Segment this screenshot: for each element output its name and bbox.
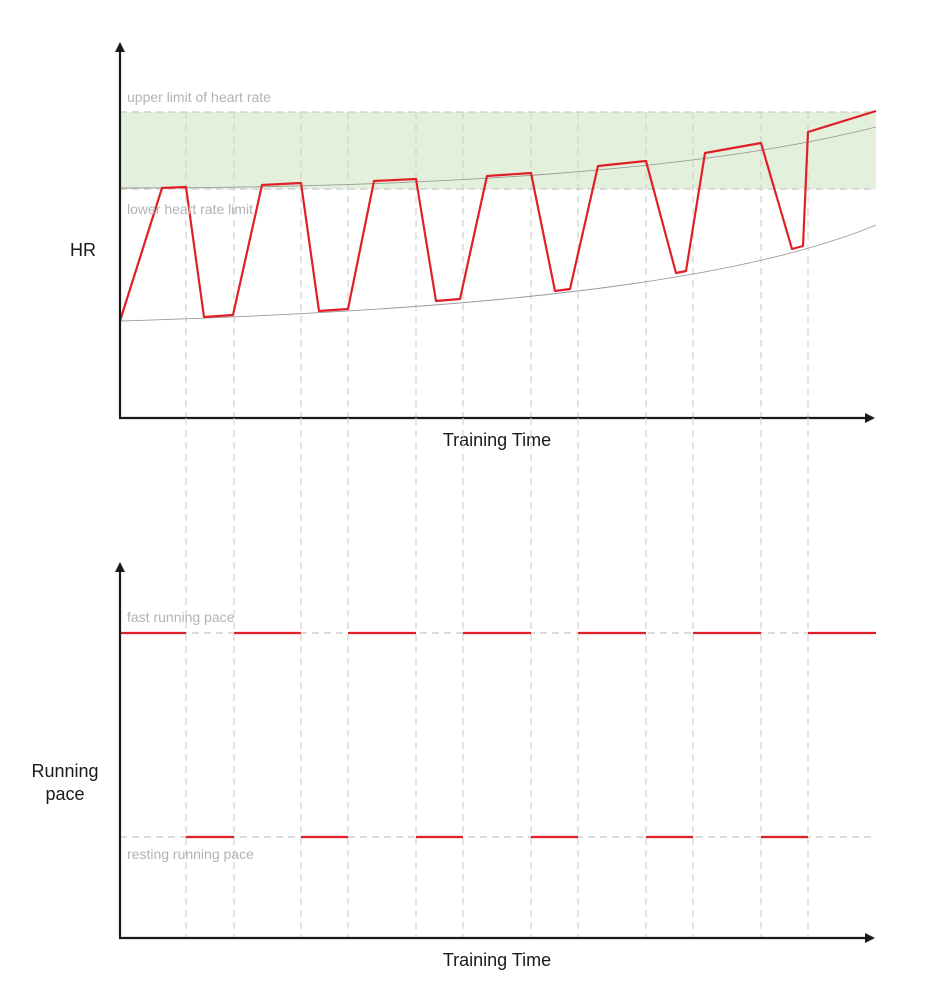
lower-trend-curve — [119, 224, 877, 322]
interval-guides-bottom — [185, 418, 809, 938]
pace-y-axis-title-line2: pace — [45, 784, 84, 804]
upper-trend-curve — [119, 126, 877, 189]
pace-chart: fast running pace resting running pace R… — [31, 418, 876, 970]
hr-y-axis-title: HR — [70, 240, 96, 260]
pace-y-axis-title-line1: Running — [31, 761, 98, 781]
pace-x-axis-title: Training Time — [443, 950, 551, 970]
upper-limit-label: upper limit of heart rate — [127, 89, 271, 105]
hr-chart: upper limit of heart rate lower heart ra… — [70, 42, 877, 450]
hr-x-axis-title: Training Time — [443, 430, 551, 450]
fast-pace-label: fast running pace — [127, 609, 235, 625]
heart-rate-line — [118, 109, 877, 322]
lower-limit-label: lower heart rate limit — [127, 201, 253, 217]
resting-pace-label: resting running pace — [127, 846, 254, 862]
interval-guides-top — [185, 112, 809, 418]
